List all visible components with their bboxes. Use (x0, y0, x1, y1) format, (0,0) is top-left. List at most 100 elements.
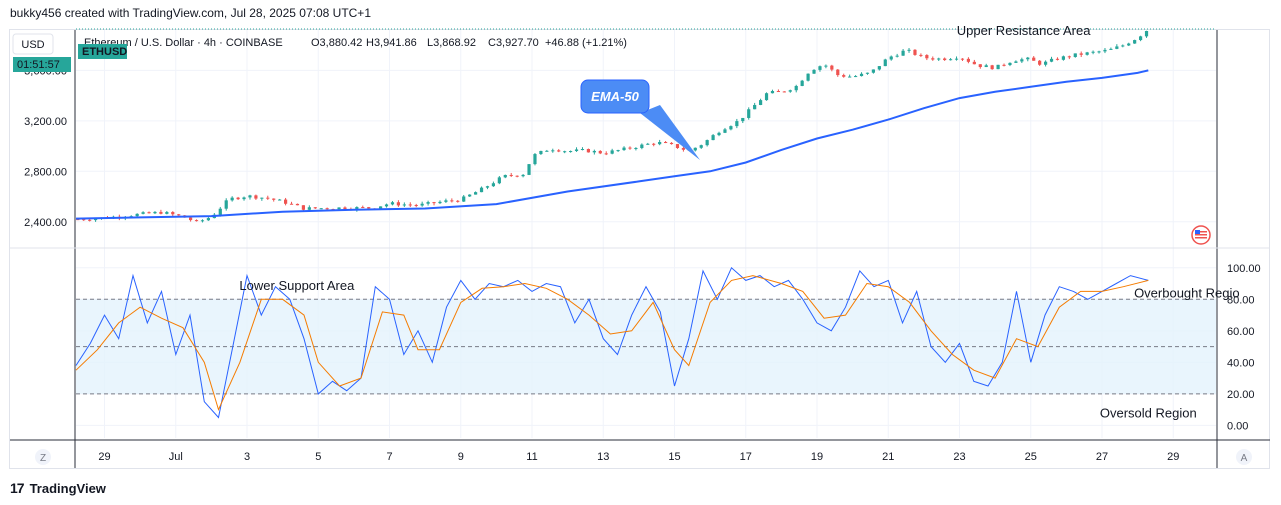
candle-body[interactable] (1073, 53, 1077, 58)
stoch-d-line[interactable] (75, 275, 1149, 412)
candle-body[interactable] (610, 150, 614, 154)
candle-body[interactable] (468, 194, 472, 197)
candle-body[interactable] (943, 58, 947, 61)
candle-body[interactable] (830, 65, 834, 70)
candle-body[interactable] (753, 104, 757, 110)
candle-body[interactable] (200, 220, 205, 222)
candle-body[interactable] (990, 65, 994, 70)
candle-body[interactable] (693, 147, 697, 151)
currency-button[interactable]: USD (21, 39, 44, 51)
stoch-k-line[interactable] (75, 266, 1149, 419)
candle-body[interactable] (853, 76, 858, 78)
candle-body[interactable] (420, 203, 424, 206)
candle-body[interactable] (836, 69, 840, 76)
candle-body[interactable] (800, 80, 804, 86)
candle-body[interactable] (319, 208, 323, 210)
candle-body[interactable] (230, 197, 234, 201)
candle-body[interactable] (1055, 58, 1060, 60)
candle-body[interactable] (1026, 57, 1030, 60)
candle-body[interactable] (1008, 62, 1012, 66)
candle-body[interactable] (586, 149, 591, 153)
candle-body[interactable] (141, 212, 145, 214)
candle-body[interactable] (367, 207, 371, 209)
candle-body[interactable] (663, 142, 668, 144)
candle-body[interactable] (224, 200, 228, 209)
candle-body[interactable] (1067, 56, 1071, 58)
candle-body[interactable] (254, 195, 258, 199)
candle-body[interactable] (901, 50, 905, 56)
candle-body[interactable] (681, 148, 686, 150)
candle-body[interactable] (533, 154, 537, 165)
candle-body[interactable] (818, 66, 822, 70)
candle-body[interactable] (913, 49, 917, 55)
candle-body[interactable] (1002, 64, 1006, 66)
candle-body[interactable] (426, 202, 430, 204)
candle-body[interactable] (1144, 30, 1149, 37)
candle-body[interactable] (384, 204, 389, 207)
candle-body[interactable] (1085, 52, 1089, 55)
candle-body[interactable] (82, 219, 86, 221)
candle-body[interactable] (432, 202, 436, 204)
candle-body[interactable] (770, 91, 775, 94)
candle-body[interactable] (93, 218, 98, 221)
candle-body[interactable] (1103, 49, 1107, 52)
candle-body[interactable] (147, 212, 151, 214)
candle-body[interactable] (153, 211, 157, 214)
candle-body[interactable] (491, 183, 496, 187)
currency-button-bg[interactable] (12, 33, 54, 55)
candle-body[interactable] (402, 204, 406, 206)
candle-body[interactable] (289, 203, 294, 205)
candle-body[interactable] (788, 90, 792, 92)
candle-body[interactable] (1020, 59, 1024, 62)
candle-body[interactable] (622, 147, 626, 151)
candle-body[interactable] (877, 66, 881, 70)
candle-body[interactable] (444, 200, 448, 202)
candle-body[interactable] (165, 212, 169, 214)
candle-body[interactable] (301, 205, 306, 210)
candle-body[interactable] (646, 143, 650, 145)
candle-body[interactable] (574, 149, 579, 152)
auto-scale-button-bg[interactable] (1236, 449, 1252, 465)
candle-body[interactable] (515, 175, 519, 177)
candle-body[interactable] (1032, 57, 1036, 61)
candle-body[interactable] (378, 206, 383, 209)
candle-body[interactable] (931, 58, 935, 60)
candle-body[interactable] (735, 121, 739, 127)
candle-body[interactable] (925, 55, 929, 59)
overbought-label[interactable]: Overbought Regio (1134, 286, 1240, 301)
candle-body[interactable] (812, 69, 816, 74)
candle-body[interactable] (408, 204, 412, 206)
candle-body[interactable] (355, 207, 359, 210)
candle-body[interactable] (859, 73, 864, 77)
candle-body[interactable] (948, 59, 953, 61)
candle-body[interactable] (206, 218, 211, 221)
candle-body[interactable] (503, 174, 507, 178)
candle-body[interactable] (996, 64, 1000, 70)
candle-body[interactable] (438, 201, 442, 204)
candles[interactable] (76, 30, 1149, 223)
candle-body[interactable] (272, 198, 276, 200)
candle-body[interactable] (1038, 60, 1042, 65)
candle-body[interactable] (865, 72, 870, 74)
candle-body[interactable] (937, 58, 941, 60)
candle-body[interactable] (266, 197, 270, 199)
candle-body[interactable] (171, 212, 175, 215)
candle-body[interactable] (551, 150, 555, 152)
candle-body[interactable] (337, 207, 341, 210)
candle-body[interactable] (580, 149, 585, 151)
candle-body[interactable] (883, 59, 887, 67)
candle-body[interactable] (972, 61, 976, 65)
candle-body[interactable] (177, 214, 181, 216)
candle-body[interactable] (473, 192, 478, 195)
candle-body[interactable] (497, 177, 501, 184)
candle-body[interactable] (527, 164, 531, 175)
stoch-axis[interactable]: 100.00 80.00 60.00 40.00 20.00 0.00 (1227, 263, 1261, 433)
candle-body[interactable] (966, 58, 971, 62)
candle-body[interactable] (76, 219, 80, 221)
candle-body[interactable] (313, 207, 317, 209)
candle-body[interactable] (675, 144, 680, 149)
candle-body[interactable] (592, 150, 596, 153)
candle-body[interactable] (758, 100, 763, 105)
candle-body[interactable] (325, 208, 329, 210)
candle-body[interactable] (628, 147, 632, 149)
